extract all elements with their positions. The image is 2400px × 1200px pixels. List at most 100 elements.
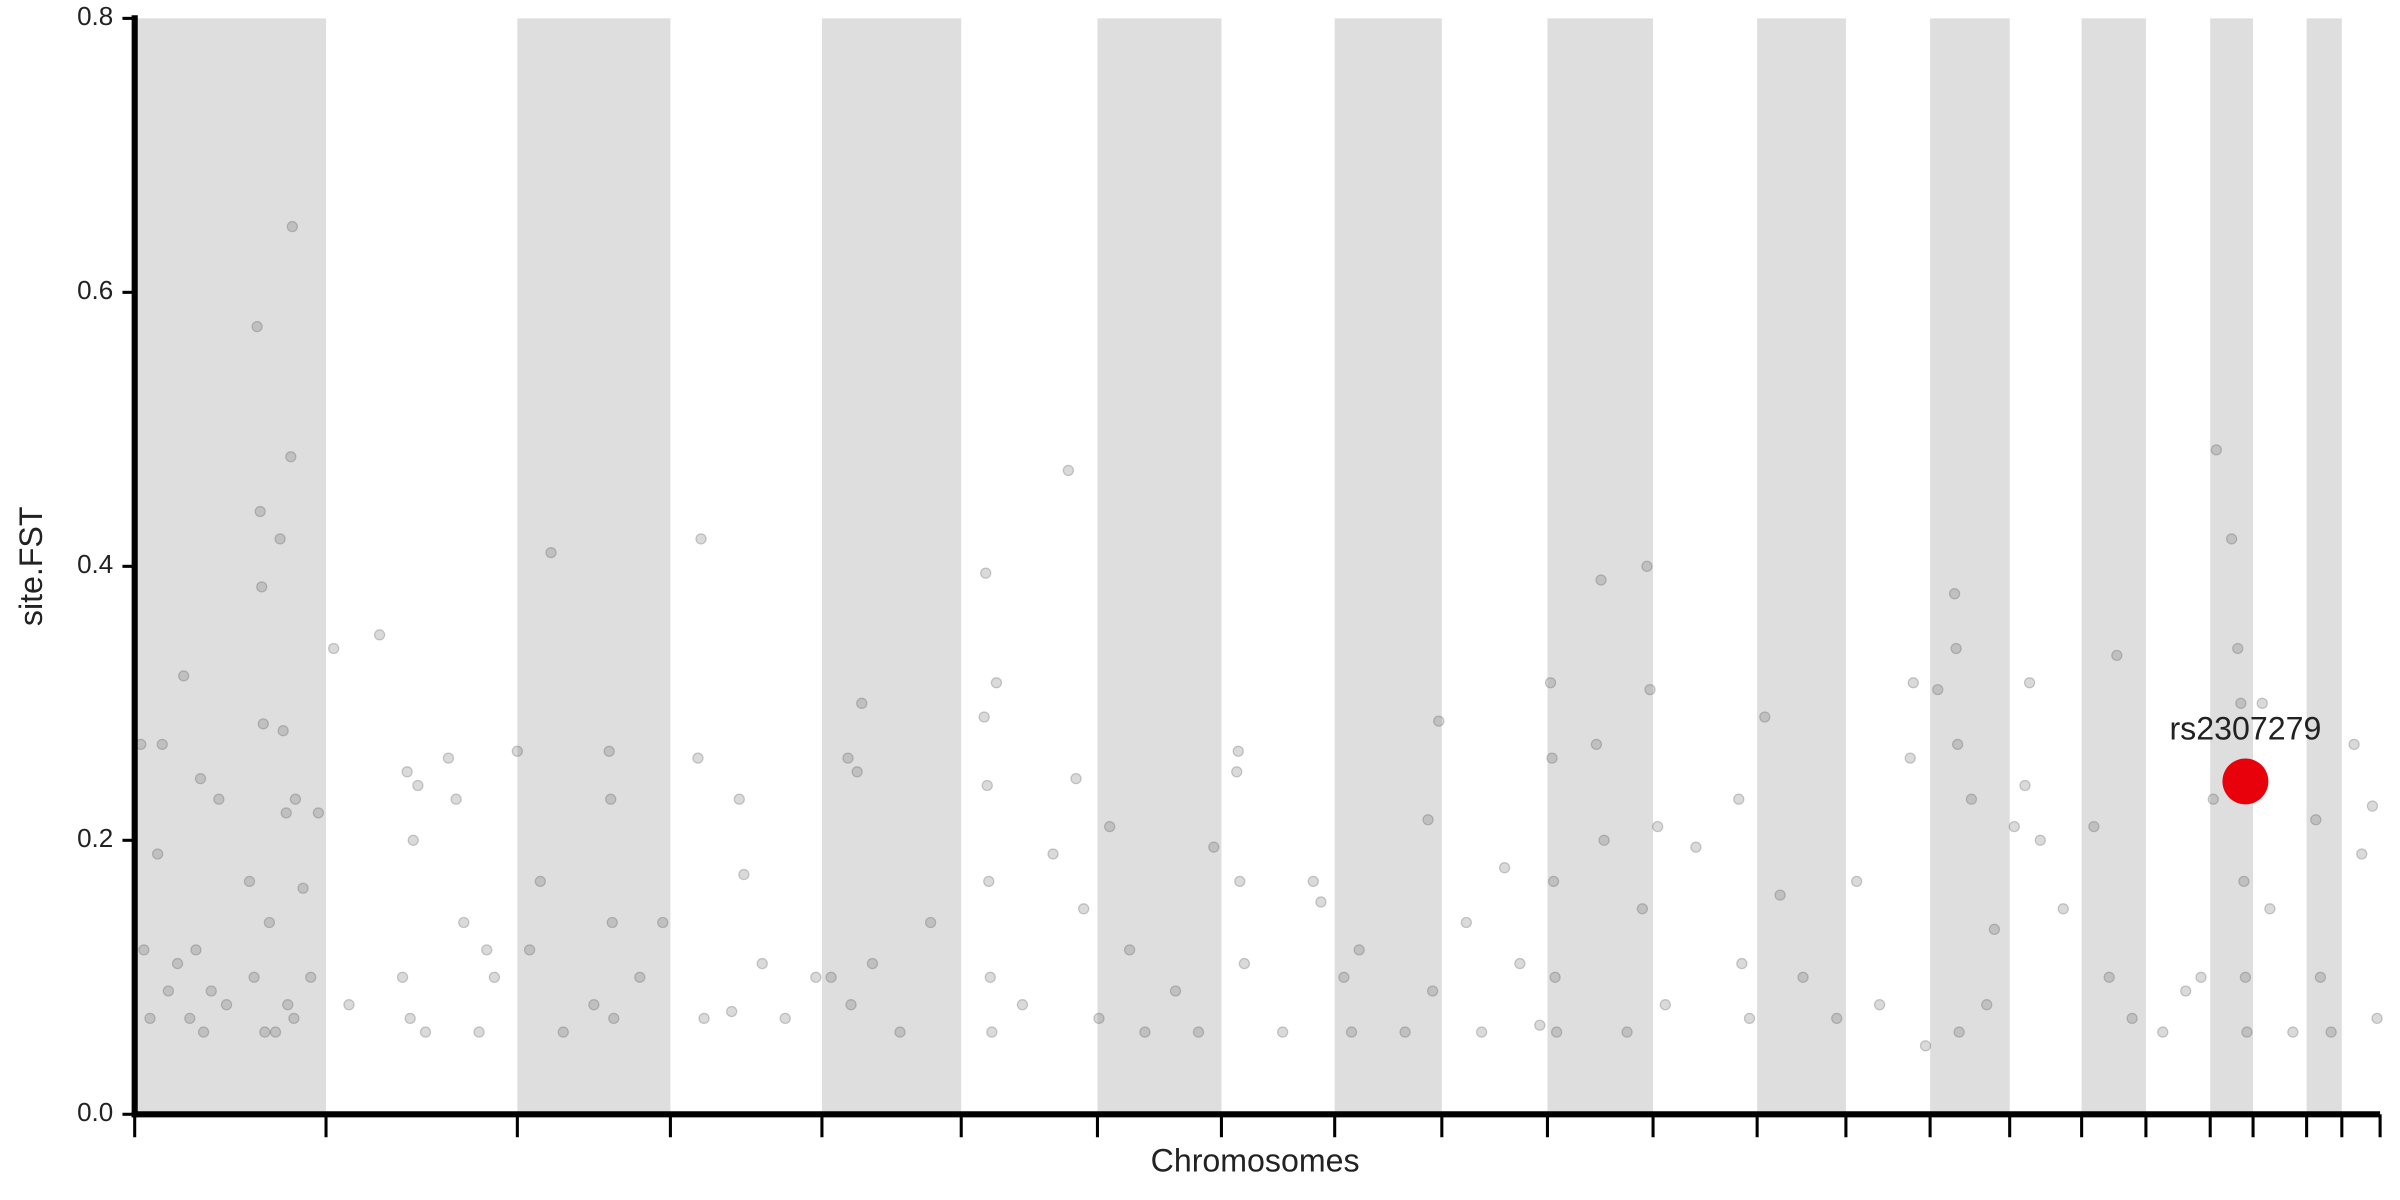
- y-tick-label: 0.2: [77, 823, 113, 853]
- point: [396, 971, 409, 983]
- axes: 0.0 0.2 0.4 0.6 0.8: [77, 1, 2382, 1138]
- point: [190, 944, 202, 956]
- point: [657, 916, 669, 929]
- point: [2195, 971, 2207, 983]
- point: [263, 916, 276, 929]
- point: [1238, 957, 1251, 970]
- y-tick-label: 0.8: [77, 1, 113, 31]
- highlight-label: rs2307279: [2169, 710, 2321, 746]
- point: [605, 793, 617, 805]
- chromosome-band: [2081, 18, 2146, 1115]
- point: [2238, 875, 2250, 888]
- point: [2126, 1012, 2138, 1025]
- point: [1743, 1012, 1756, 1025]
- point: [1549, 971, 1561, 983]
- chromosome-band: [1930, 18, 2010, 1115]
- point: [534, 875, 546, 888]
- point: [194, 772, 207, 785]
- point: [1078, 903, 1090, 915]
- point: [1759, 711, 1771, 723]
- point: [2088, 820, 2100, 833]
- point: [184, 1012, 196, 1025]
- chromosome-band: [1097, 18, 1222, 1115]
- point: [1907, 677, 1919, 689]
- point: [1651, 820, 1664, 833]
- point: [171, 957, 184, 970]
- point: [738, 868, 750, 881]
- point: [756, 957, 768, 970]
- point: [297, 882, 309, 894]
- point: [924, 916, 937, 929]
- point: [980, 567, 992, 579]
- point: [2235, 697, 2247, 709]
- point: [254, 505, 266, 518]
- point: [856, 697, 868, 709]
- point: [197, 1026, 210, 1038]
- chromosome-band: [821, 18, 962, 1115]
- point: [286, 220, 299, 233]
- point: [312, 807, 325, 819]
- point: [1315, 896, 1327, 908]
- point: [328, 642, 340, 655]
- point: [725, 1005, 738, 1018]
- point: [401, 766, 413, 778]
- point: [412, 779, 424, 792]
- points: rs2307279: [135, 220, 2383, 1052]
- point: [810, 971, 822, 983]
- chromosome-band: [1547, 18, 1654, 1115]
- point: [2239, 971, 2252, 983]
- point: [2348, 738, 2360, 751]
- point: [2371, 1012, 2383, 1025]
- x-axis-label: Chromosomes: [1151, 1143, 1360, 1179]
- point: [1636, 903, 1649, 915]
- point: [419, 1026, 432, 1038]
- point: [2356, 848, 2368, 860]
- point: [1192, 1026, 1205, 1038]
- point: [442, 752, 455, 764]
- point: [404, 1012, 416, 1025]
- point: [1981, 999, 1993, 1011]
- point: [151, 848, 164, 860]
- point: [2207, 793, 2219, 805]
- point: [1644, 683, 1656, 696]
- point: [2019, 779, 2031, 792]
- point: [2366, 800, 2379, 812]
- chromosome-band: [1334, 18, 1442, 1115]
- highlight-point: [2222, 758, 2269, 805]
- y-tick-label: 0.0: [77, 1097, 113, 1127]
- point: [845, 999, 857, 1011]
- point: [1598, 834, 1610, 846]
- point: [257, 718, 269, 730]
- point: [1232, 745, 1244, 757]
- point: [1047, 848, 1059, 860]
- point: [1550, 1026, 1563, 1038]
- chromosome-bands: [134, 18, 2342, 1115]
- point: [1736, 957, 1748, 970]
- point: [138, 944, 150, 956]
- point: [1733, 793, 1745, 805]
- point: [1169, 985, 1182, 997]
- point: [557, 1026, 569, 1038]
- point: [1093, 1012, 1105, 1025]
- point: [978, 711, 990, 723]
- point: [1353, 944, 1365, 956]
- point: [1850, 875, 1863, 888]
- point: [2157, 1026, 2169, 1038]
- point: [243, 875, 256, 888]
- point: [269, 1026, 282, 1038]
- point: [2057, 903, 2069, 915]
- chromosome-band: [2210, 18, 2254, 1115]
- point: [603, 745, 615, 757]
- point: [2023, 677, 2036, 689]
- point: [2210, 444, 2222, 456]
- point: [1338, 971, 1350, 983]
- point: [1460, 916, 1472, 929]
- point: [1621, 1026, 1633, 1038]
- point: [1590, 738, 1603, 751]
- point: [1514, 957, 1526, 970]
- point: [156, 738, 168, 751]
- point: [282, 999, 294, 1011]
- point: [220, 999, 233, 1011]
- y-tick-label: 0.4: [77, 549, 113, 579]
- point: [511, 745, 524, 757]
